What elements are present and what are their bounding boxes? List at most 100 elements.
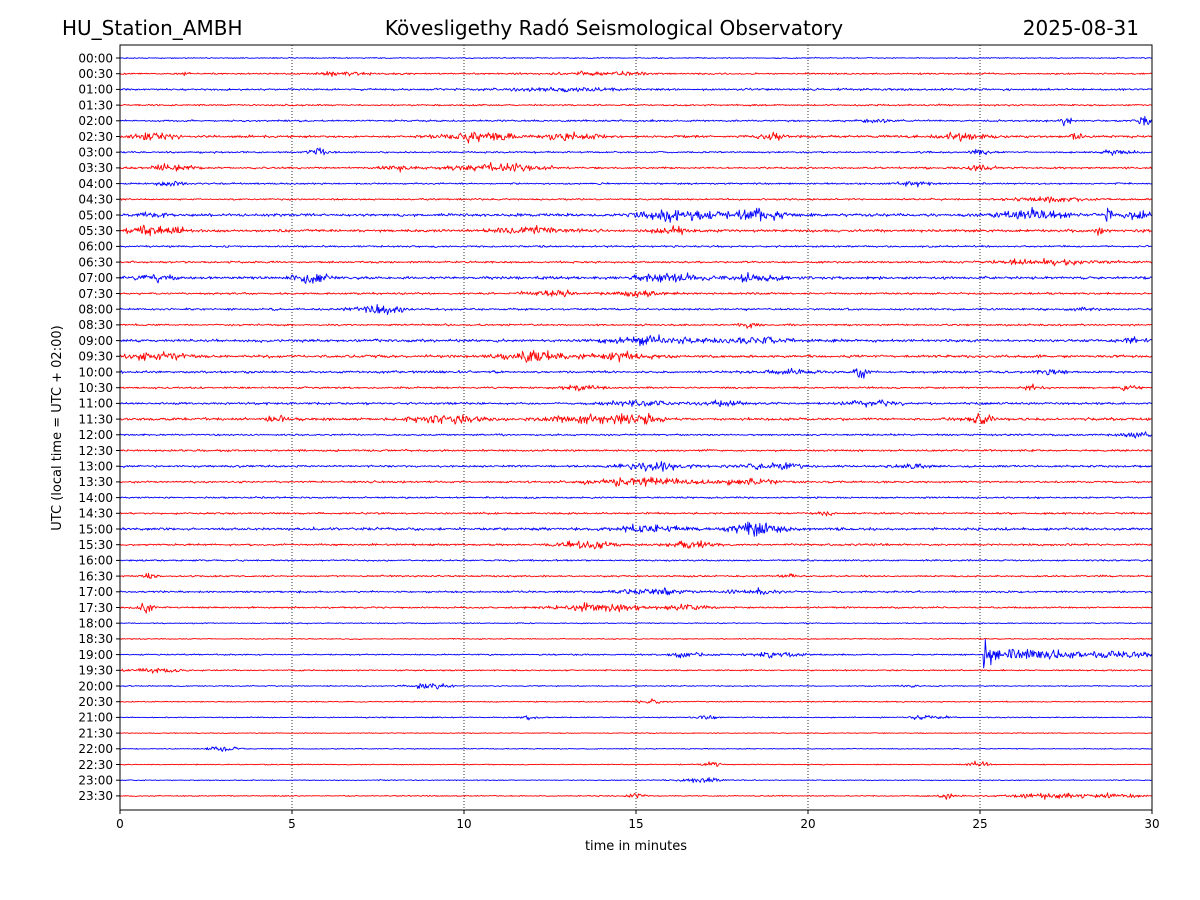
trace-0800 [120,304,1152,316]
trace-2000 [120,683,1152,690]
plot-frame [119,44,1153,811]
trace-0530 [120,224,1152,237]
y-tick-label: 03:30 [78,161,113,175]
y-tick-label: 20:30 [78,695,113,709]
y-tick-label: 07:30 [78,287,113,301]
y-tick-label: 01:00 [78,83,113,97]
trace-1630 [120,572,1152,579]
trace-1930 [120,667,1152,674]
y-tick-label: 06:30 [78,255,113,269]
trace-1800 [120,622,1152,625]
trace-area [120,56,1152,800]
y-tick-label: 12:30 [78,444,113,458]
trace-1230 [120,448,1152,453]
trace-0930 [120,350,1152,363]
y-tick-label: 05:30 [78,224,113,238]
trace-0130 [120,103,1152,107]
record-date: 2025-08-31 [1023,16,1139,40]
y-tick-label: 10:00 [78,365,113,379]
trace-1400 [120,495,1152,500]
y-tick-label: 00:00 [78,51,113,65]
trace-0230 [120,131,1152,144]
trace-0830 [120,322,1152,329]
y-tick-label: 20:00 [78,679,113,693]
y-tick-label: 08:00 [78,303,113,317]
y-tick-label: 19:30 [78,664,113,678]
trace-1900 [120,638,1152,669]
trace-0500 [120,206,1152,223]
y-tick-label: 21:30 [78,726,113,740]
trace-0200 [120,115,1152,127]
y-tick-label: 19:00 [78,648,113,662]
trace-2030 [120,698,1152,704]
trace-1730 [120,602,1152,614]
y-tick-label: 01:30 [78,98,113,112]
trace-1130 [120,412,1152,425]
y-axis-label: UTC (local time = UTC + 02:00) [50,325,65,530]
trace-1600 [120,558,1152,562]
y-tick-label: 05:00 [78,208,113,222]
trace-0330 [120,162,1152,173]
trace-1500 [120,521,1152,537]
trace-0600 [120,244,1152,249]
y-tick-label: 23:30 [78,789,113,803]
trace-0630 [120,257,1152,267]
observatory-title: Kövesligethy Radó Seismological Observat… [385,16,843,40]
trace-0430 [120,196,1152,204]
trace-1100 [120,399,1152,408]
y-tick-label: 22:30 [78,758,113,772]
y-tick-label: 03:00 [78,146,113,160]
y-tick-label: 22:00 [78,742,113,756]
x-tick-label: 30 [1144,817,1159,831]
trace-1430 [120,511,1152,517]
y-tick-label: 23:00 [78,774,113,788]
trace-0400 [120,180,1152,188]
trace-2300 [120,776,1152,784]
x-tick-label: 10 [456,817,471,831]
trace-0300 [120,147,1152,156]
trace-1700 [120,587,1152,596]
y-tick-label: 17:30 [78,601,113,615]
y-tick-label: 08:30 [78,318,113,332]
y-tick-label: 04:00 [78,177,113,191]
y-tick-label: 16:30 [78,569,113,583]
y-tick-label: 12:00 [78,428,113,442]
y-tick-label: 13:30 [78,475,113,489]
y-tick-label: 10:30 [78,381,113,395]
trace-0900 [120,334,1152,347]
trace-0000 [120,56,1152,60]
trace-2200 [120,746,1152,752]
x-axis-ticks: 0 5 10 15 20 25 30 [116,810,1160,831]
x-tick-label: 15 [628,817,643,831]
y-tick-label: 06:00 [78,240,113,254]
trace-0030 [120,70,1152,77]
y-tick-label: 11:30 [78,412,113,426]
trace-1330 [120,476,1152,487]
trace-1530 [120,540,1152,550]
x-tick-label: 0 [116,817,124,831]
y-tick-label: 02:00 [78,114,113,128]
y-tick-label: 13:00 [78,460,113,474]
y-tick-label: 15:30 [78,538,113,552]
y-tick-label: 17:00 [78,585,113,599]
y-tick-label: 18:30 [78,632,113,646]
y-tick-label: 09:00 [78,334,113,348]
trace-1200 [120,431,1152,439]
y-tick-label: 14:30 [78,507,113,521]
x-axis-label: time in minutes [585,839,687,854]
trace-2100 [120,714,1152,721]
trace-1030 [120,383,1152,392]
x-tick-label: 5 [288,817,296,831]
x-tick-label: 25 [972,817,987,831]
y-tick-label: 02:30 [78,130,113,144]
y-tick-label: 15:00 [78,522,113,536]
trace-1000 [120,367,1152,379]
trace-1300 [120,461,1152,472]
y-tick-label: 07:00 [78,271,113,285]
trace-2230 [120,760,1152,768]
trace-0100 [120,86,1152,93]
trace-1830 [120,637,1152,641]
trace-2330 [120,792,1152,800]
